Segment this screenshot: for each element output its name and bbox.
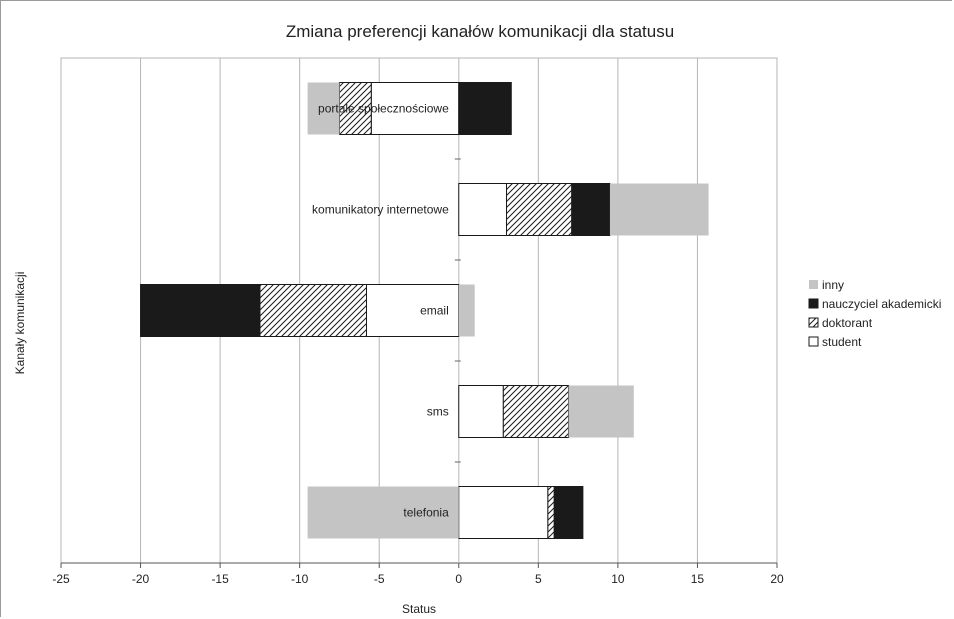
bar-doktorant-portale-spolecznosciowe bbox=[338, 82, 372, 135]
bar-nauczyciel-akademicki-telefonia bbox=[553, 486, 584, 539]
legend-label-nauczyciel-akademicki: nauczyciel akademicki bbox=[822, 297, 941, 311]
legend-swatch-doktorant bbox=[808, 317, 819, 328]
x-tick-label: -20 bbox=[132, 572, 150, 586]
x-tick-label: -5 bbox=[374, 572, 385, 586]
bar-student-sms bbox=[458, 385, 504, 438]
bar-nauczyciel-akademicki-email bbox=[140, 284, 261, 337]
bar-doktorant-telefonia bbox=[547, 486, 555, 539]
bar-student-portale-spolecznosciowe bbox=[370, 82, 460, 135]
bar-student-email bbox=[365, 284, 460, 337]
category-label-sms: sms bbox=[427, 405, 449, 419]
category-label-telefonia: telefonia bbox=[403, 506, 449, 520]
bar-inny-telefonia bbox=[307, 486, 459, 539]
category-label-portale-spolecznosciowe: portale społecznościowe bbox=[318, 102, 449, 116]
x-axis-label: Status bbox=[402, 602, 436, 616]
legend: inny nauczyciel akademicki doktorant studen… bbox=[808, 278, 941, 349]
legend-label-doktorant: doktorant bbox=[822, 316, 873, 330]
legend-label-student: student bbox=[822, 335, 862, 349]
plot-area: -25 -20 -15 -10 -5 0 5 10 15 20 portale społecznoś… bbox=[52, 57, 784, 586]
bar-nauczyciel-akademicki-komunikatory-internetowe bbox=[571, 183, 611, 236]
x-tick-label: -15 bbox=[211, 572, 229, 586]
x-tick-label: 5 bbox=[535, 572, 542, 586]
legend-swatch-inny bbox=[809, 280, 818, 289]
x-tick-label: 20 bbox=[770, 572, 784, 586]
bar-student-komunikatory-internetowe bbox=[458, 183, 508, 236]
y-axis-label: Kanały komunikacji bbox=[13, 272, 27, 375]
bar-inny-sms bbox=[568, 385, 634, 438]
x-tick-label: -10 bbox=[291, 572, 309, 586]
x-tick-label: 10 bbox=[611, 572, 625, 586]
bar-inny-email bbox=[458, 284, 475, 337]
x-tick-label: 0 bbox=[455, 572, 462, 586]
category-label-komunikatory-internetowe: komunikatory internetowe bbox=[312, 203, 449, 217]
legend-swatch-nauczyciel-akademicki bbox=[808, 298, 819, 309]
category-label-email: email bbox=[420, 304, 449, 318]
bar-doktorant-sms bbox=[502, 385, 570, 438]
x-tick-label: -25 bbox=[52, 572, 70, 586]
bar-doktorant-komunikatory-internetowe bbox=[506, 183, 573, 236]
bar-student-telefonia bbox=[458, 486, 549, 539]
bar-nauczyciel-akademicki-portale-spolecznosciowe bbox=[458, 82, 512, 135]
bar-inny-komunikatory-internetowe bbox=[609, 183, 709, 236]
bar-doktorant-email bbox=[259, 284, 367, 337]
legend-label-inny: inny bbox=[822, 278, 844, 292]
chart-title: Zmiana preferencji kanałów komunikacji d… bbox=[286, 22, 674, 41]
legend-swatch-student bbox=[808, 336, 819, 347]
bar-inny-portale-spolecznosciowe bbox=[307, 82, 340, 135]
x-tick-label: 15 bbox=[691, 572, 705, 586]
